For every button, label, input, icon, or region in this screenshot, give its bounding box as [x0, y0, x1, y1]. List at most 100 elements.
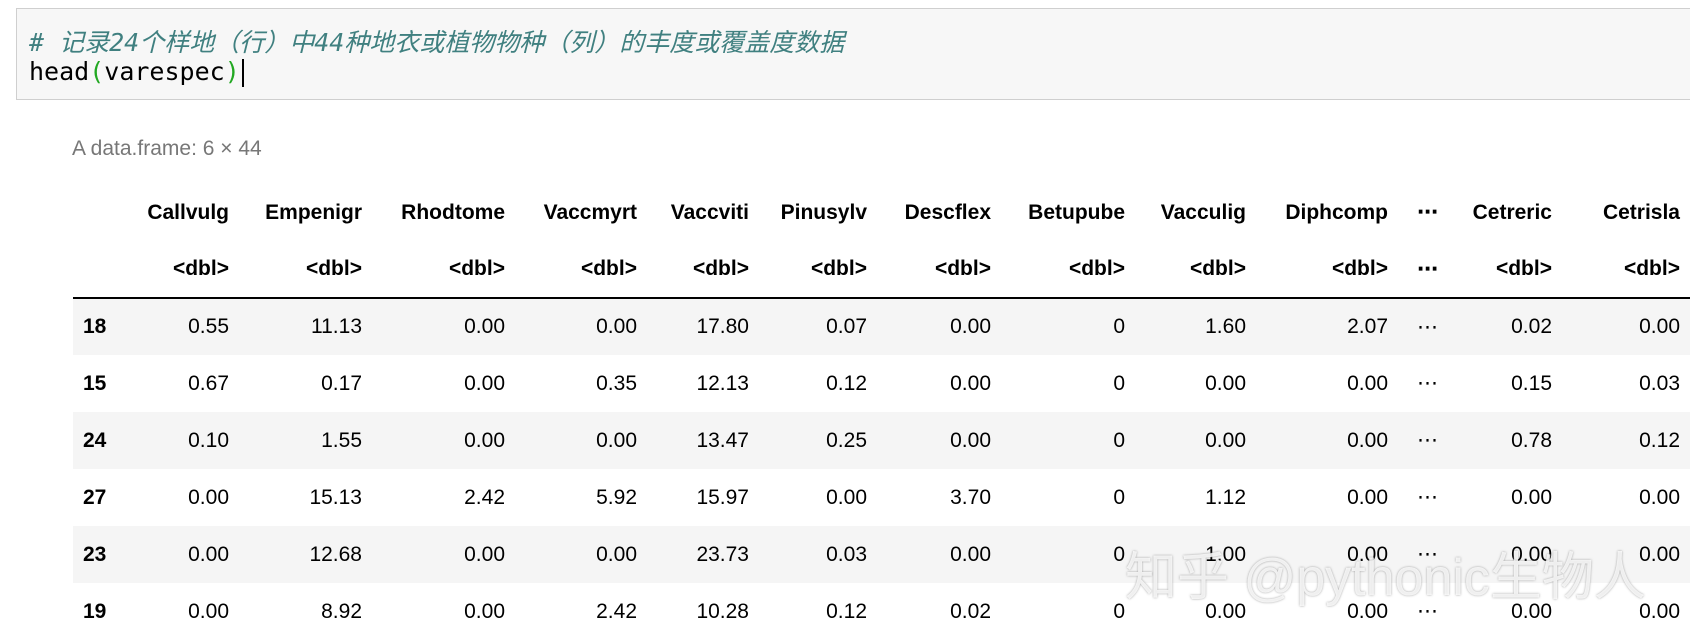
table-cell: 0.55	[188, 315, 229, 338]
table-cell: 15.97	[696, 485, 749, 509]
table-cell: 0	[1113, 315, 1125, 338]
table-cell: 0.00	[950, 371, 991, 395]
row-index: 24	[83, 428, 107, 452]
header-row: Callvulg Empenigr Rhodtome Vaccmyrt Vaccviti…	[73, 184, 1690, 241]
table-cell: 0.00	[596, 315, 637, 338]
table-cell: 15.13	[309, 485, 362, 509]
data-table: Callvulg Empenigr Rhodtome Vaccmyrt Vaccviti…	[73, 184, 1690, 640]
table-cell: 23.73	[696, 542, 749, 566]
table-cell: 0.00	[188, 542, 229, 566]
table-cell: 13.47	[696, 428, 749, 452]
table-cell: 5.92	[596, 485, 637, 509]
table-cell: 0.00	[188, 599, 229, 623]
column-header: Vaccmyrt	[543, 200, 637, 224]
table-caption: A data.frame: 6 × 44	[72, 137, 262, 160]
column-type: <dbl>	[759, 241, 877, 299]
table-cell: ⋯	[1417, 486, 1438, 509]
table-cell: 10.28	[696, 599, 749, 623]
table-cell: ⋯	[1417, 315, 1438, 339]
cursor	[241, 59, 244, 87]
table-cell: 2.42	[464, 485, 505, 509]
table-cell: 0.00	[596, 428, 637, 452]
table-cell: 1.12	[1205, 485, 1246, 509]
table-cell: 0.12	[826, 371, 867, 395]
column-header: Vaccviti	[670, 200, 749, 224]
table-cell: 0.00	[188, 485, 229, 509]
column-header: Cetreric	[1472, 200, 1552, 224]
table-cell: 1.55	[321, 428, 362, 452]
table-cell: 0.78	[1511, 428, 1552, 452]
table-row: 27 0.00 15.13 2.42 5.92 15.97 0.00 3.70 0 1.12 0.0…	[73, 469, 1690, 526]
table-cell: ⋯	[1417, 429, 1438, 452]
table-cell: 0.02	[1511, 315, 1552, 338]
table-cell: 0.10	[188, 428, 229, 452]
table-cell: 0.12	[826, 599, 867, 623]
table-cell: 0.00	[1205, 599, 1246, 623]
table-cell: 0.15	[1511, 371, 1552, 395]
table-cell: 0.00	[950, 315, 991, 338]
code-line: head(varespec)	[29, 57, 244, 87]
code-comment: # 记录24个样地（行）中44种地衣或植物物种（列）的丰度或覆盖度数据	[29, 28, 845, 57]
column-type: <dbl>	[877, 241, 1001, 299]
table-cell: 0.00	[826, 485, 867, 509]
column-type: ⋯	[1398, 241, 1448, 299]
table-cell: 0.17	[321, 371, 362, 395]
table-row: 24 0.10 1.55 0.00 0.00 13.47 0.25 0.00 0 0.00 0.00…	[73, 412, 1690, 469]
column-type: <dbl>	[372, 241, 515, 299]
column-header: Vacculig	[1160, 200, 1246, 224]
column-type: <dbl>	[647, 241, 759, 299]
table-cell: 0.00	[464, 542, 505, 566]
table-cell: 0.00	[1347, 371, 1388, 395]
row-index: 19	[83, 599, 107, 623]
table-cell: ⋯	[1417, 600, 1438, 623]
table-cell: 12.13	[696, 371, 749, 395]
table-cell: 1.60	[1205, 315, 1246, 338]
row-index: 15	[83, 371, 107, 395]
table-cell: 0.00	[464, 428, 505, 452]
table-cell: 0.00	[1347, 428, 1388, 452]
column-type: <dbl>	[515, 241, 647, 299]
table-cell: 0.00	[464, 371, 505, 395]
row-index: 23	[83, 542, 107, 566]
table-row: 15 0.67 0.17 0.00 0.35 12.13 0.12 0.00 0 0.00 0.00…	[73, 355, 1690, 412]
table-cell: 0.12	[1639, 428, 1680, 452]
table-cell: 12.68	[309, 542, 362, 566]
column-type: <dbl>	[239, 241, 372, 299]
table-cell: 0	[1113, 371, 1125, 395]
table-cell: 0.07	[826, 315, 867, 338]
table-cell: 11.13	[311, 315, 362, 338]
code-cell[interactable]: # 记录24个样地（行）中44种地衣或植物物种（列）的丰度或覆盖度数据 head…	[16, 8, 1690, 100]
column-type: <dbl>	[1256, 241, 1398, 299]
table-cell: 0.00	[1639, 599, 1680, 623]
column-type: <dbl>	[127, 241, 239, 299]
table-cell: 0.00	[1205, 428, 1246, 452]
row-index: 27	[83, 485, 107, 509]
table-cell: 0.00	[1511, 599, 1552, 623]
table-cell: ⋯	[1417, 543, 1438, 566]
table-cell: 2.42	[596, 599, 637, 623]
table-row: 23 0.00 12.68 0.00 0.00 23.73 0.03 0.00 0 1.00 0.0…	[73, 526, 1690, 583]
table-cell: 0.02	[950, 599, 991, 623]
table-cell: 0.00	[1205, 371, 1246, 395]
table-cell: 0.00	[1347, 485, 1388, 509]
column-header: Cetrisla	[1602, 200, 1680, 224]
table-cell: 0.03	[826, 542, 867, 566]
table-cell: 0.03	[1639, 371, 1680, 395]
table-cell: 0.00	[1511, 485, 1552, 509]
table-cell: 0	[1113, 485, 1125, 509]
table-cell: 0.00	[464, 315, 505, 338]
watermark: 知乎 @pythonic生物人	[1125, 549, 1646, 607]
table-cell: 0	[1113, 428, 1125, 452]
column-header: Diphcomp	[1285, 200, 1388, 224]
table-cell: 0.00	[1639, 542, 1680, 566]
table-cell: 0.00	[1639, 315, 1680, 338]
column-header: Betupube	[1028, 200, 1125, 224]
table-cell: 0.00	[1511, 542, 1552, 566]
table-cell: 8.92	[321, 599, 362, 623]
table-cell: 17.80	[696, 315, 749, 338]
column-type: <dbl>	[1562, 241, 1690, 299]
column-header: Pinusylv	[780, 200, 867, 224]
table-cell: 0	[1113, 542, 1125, 566]
row-index: 18	[83, 315, 107, 338]
